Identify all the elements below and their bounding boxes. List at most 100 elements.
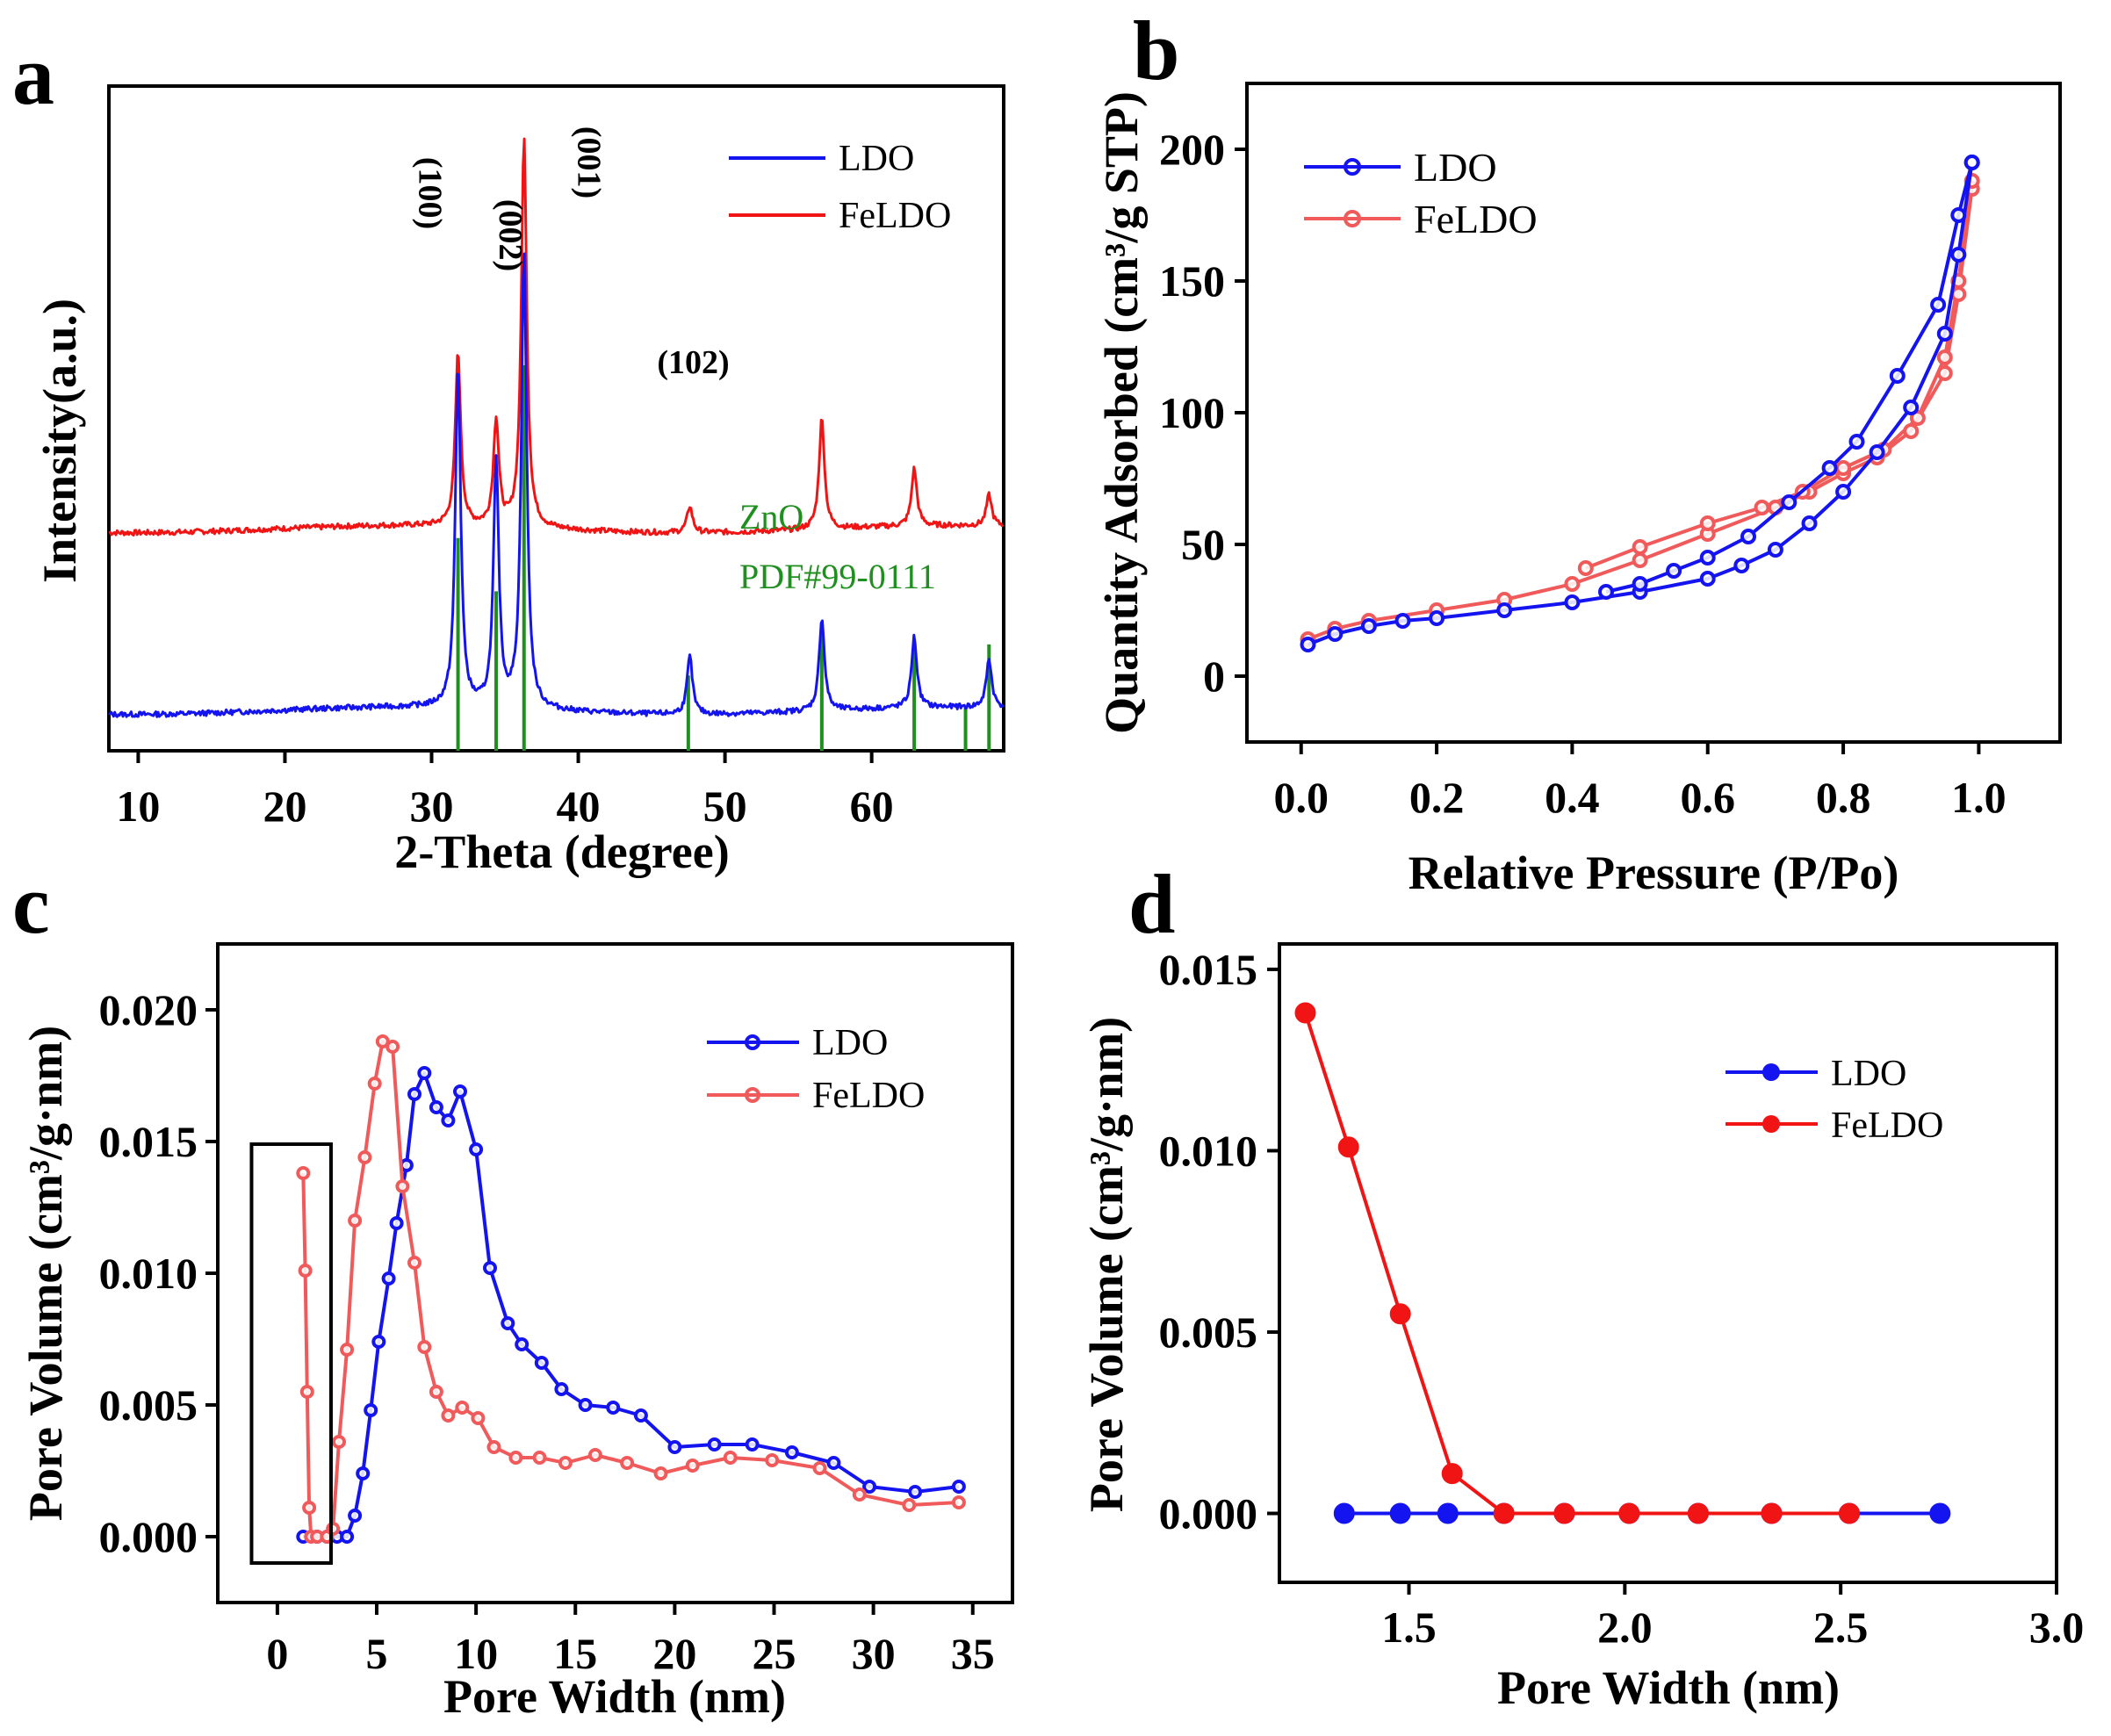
panel-c-x-tick-label: 15 <box>553 1629 597 1678</box>
feldo-distribution-point <box>455 1401 470 1415</box>
ldo-adsorption-point <box>1950 247 1967 263</box>
panel-b-ticks: 0.0 0.2 0.4 0.6 0.8 1.0 0 50 100 150 200 <box>1159 125 2007 822</box>
ldo-distribution-point <box>340 1530 355 1544</box>
panel-b-y-tick-label: 0 <box>1203 652 1225 701</box>
panel-c-pore-distribution: c 0 5 10 15 20 25 30 35 0.000 0.005 0.010 0.015 0.02… <box>12 857 1014 1723</box>
peak-label: (002) <box>492 199 529 271</box>
panel-c-legend: LDO FeLDO <box>707 1023 925 1116</box>
ldo-adsorption-point <box>1360 618 1377 634</box>
panel-a-frame <box>107 84 1005 753</box>
panel-a-y-title: Intensity(a.u.) <box>33 299 86 583</box>
panel-c-x-title: Pore Width (nm) <box>443 1670 786 1723</box>
feldo-adsorption-point <box>1632 552 1648 568</box>
panel-a-x-ticks: 10 20 30 40 50 60 <box>116 751 894 831</box>
panel-b-series <box>1300 155 1980 652</box>
panel-c-frame <box>216 942 1014 1604</box>
feldo-micropore-line <box>1303 1012 1849 1516</box>
panel-b-x-tick-label: 0.4 <box>1545 773 1600 822</box>
panel-b-y-title: Quantity Adsorbed (cm³/g STP) <box>1095 91 1148 734</box>
ldo-distribution-point <box>348 1509 363 1523</box>
panel-c-y-tick-label: 0.015 <box>99 1117 198 1166</box>
ldo-desorption-point <box>1848 434 1865 450</box>
ldo-adsorption-point <box>1903 400 1920 415</box>
panel-c-y-tick-label: 0.010 <box>99 1249 198 1298</box>
feldo-adsorption-point <box>1936 365 1953 381</box>
peak-label: (102) <box>657 344 729 381</box>
panel-c-x-tick-label: 20 <box>652 1629 696 1678</box>
panel-a-xrd: a 10 20 30 40 50 60 (100) (002) (001) (102) 2-Th… <box>12 28 1005 878</box>
feldo-distribution-point <box>395 1179 410 1193</box>
legend-label-feldo: FeLDO <box>839 196 951 236</box>
feldo-distribution-point <box>407 1256 421 1270</box>
ldo-distribution-point <box>501 1316 515 1330</box>
panel-c-y-tick-label: 0.005 <box>99 1380 198 1430</box>
feldo-distribution-point <box>486 1440 501 1454</box>
panel-b-letter: b <box>1133 4 1179 97</box>
panel-d-x-title: Pore Width (nm) <box>1497 1661 1840 1714</box>
legend-marker-feldo <box>745 1087 760 1103</box>
panel-c-x-tick-label: 10 <box>454 1629 498 1678</box>
ldo-adsorption-point <box>1496 602 1513 618</box>
panel-d-y-tick-label: 0.015 <box>1159 945 1258 994</box>
peak-label: (001) <box>571 126 608 198</box>
panel-d-x-tick-label: 3.0 <box>2029 1603 2085 1652</box>
panel-a-reference-lines <box>456 364 991 751</box>
panel-d-series <box>1294 1002 1951 1524</box>
panel-c-x-tick-label: 35 <box>951 1629 995 1678</box>
panel-a-x-tick-label: 10 <box>116 782 160 831</box>
feldo-distribution-point <box>532 1451 547 1465</box>
panel-a-x-tick-label: 30 <box>410 782 454 831</box>
panel-d-micropore-distribution: d 1.5 2.0 2.5 3.0 0.000 0.005 0.010 0.015 Pore … <box>1080 857 2084 1714</box>
panel-c-y-tick-label: 0.000 <box>99 1512 198 1561</box>
panel-b-x-title: Relative Pressure (P/Po) <box>1409 846 1899 899</box>
feldo-adsorption-point <box>1564 576 1581 592</box>
panel-a-x-tick-label: 20 <box>263 782 306 831</box>
feldo-distribution-point <box>332 1435 346 1449</box>
legend-label-ldo: LDO <box>812 1023 888 1063</box>
ldo-distribution-point <box>606 1401 621 1415</box>
feldo-distribution-point <box>558 1456 573 1470</box>
feldo-distribution-point <box>417 1340 432 1354</box>
panel-d-y-tick-label: 0.000 <box>1159 1489 1258 1538</box>
ldo-distribution-point <box>407 1087 421 1101</box>
panel-a-x-tick-label: 50 <box>703 782 747 831</box>
ldo-distribution-point <box>381 1271 396 1286</box>
ldo-distribution-point <box>389 1216 404 1230</box>
panel-c-ticks: 0 5 10 15 20 25 30 35 0.000 0.005 0.010 0.015 0.020 <box>99 985 995 1678</box>
ldo-desorption-point <box>1889 368 1906 384</box>
panel-d-x-tick-label: 1.5 <box>1381 1603 1437 1652</box>
ldo-distribution-point <box>515 1337 530 1351</box>
ldo-adsorption-point <box>1733 558 1750 573</box>
ldo-distribution-point <box>908 1485 923 1499</box>
panel-c-x-tick-label: 30 <box>852 1629 896 1678</box>
ldo-distribution-point <box>441 1113 456 1127</box>
ldo-adsorption-point <box>1564 594 1581 610</box>
panel-a-peak-labels: (100) (002) (001) (102) <box>412 126 730 381</box>
reference-label-pdf: PDF#99-0111 <box>739 557 936 596</box>
panel-a-letter: a <box>12 28 54 122</box>
legend-marker-feldo <box>1344 210 1361 227</box>
feldo-adsorption-point <box>1903 423 1920 439</box>
panel-b-x-tick-label: 0.6 <box>1680 773 1735 822</box>
ldo-desorption-point <box>1666 563 1682 579</box>
panel-b-isotherm: b 0.0 0.2 0.4 0.6 0.8 1.0 0 50 100 150 200 Relativ… <box>1095 4 2062 899</box>
panel-a-series <box>108 137 1005 718</box>
feldo-distribution-point <box>302 1501 317 1515</box>
feldo-distribution-point <box>348 1214 363 1228</box>
ldo-adsorption-point <box>1394 613 1411 629</box>
panel-d-y-tick-label: 0.010 <box>1159 1126 1258 1175</box>
feldo-distribution-point <box>852 1487 867 1502</box>
feldo-xrd-line <box>108 137 1005 537</box>
panel-d-legend: LDO FeLDO <box>1726 1054 1943 1146</box>
feldo-distribution-point <box>441 1408 456 1423</box>
panel-b-legend: LDO FeLDO <box>1304 145 1538 241</box>
panel-c-y-title: Pore Volume (cm³/g·nm) <box>19 1026 72 1521</box>
ldo-adsorption-point <box>1936 326 1953 342</box>
feldo-desorption-point <box>1936 349 1953 365</box>
feldo-distribution-point <box>723 1451 738 1465</box>
ldo-micropore-point <box>1929 1502 1951 1524</box>
ldo-distribution-point <box>633 1408 648 1423</box>
ldo-distribution-point <box>826 1456 841 1470</box>
feldo-desorption-point <box>1577 560 1594 576</box>
panel-a-x-title: 2-Theta (degree) <box>394 825 729 878</box>
